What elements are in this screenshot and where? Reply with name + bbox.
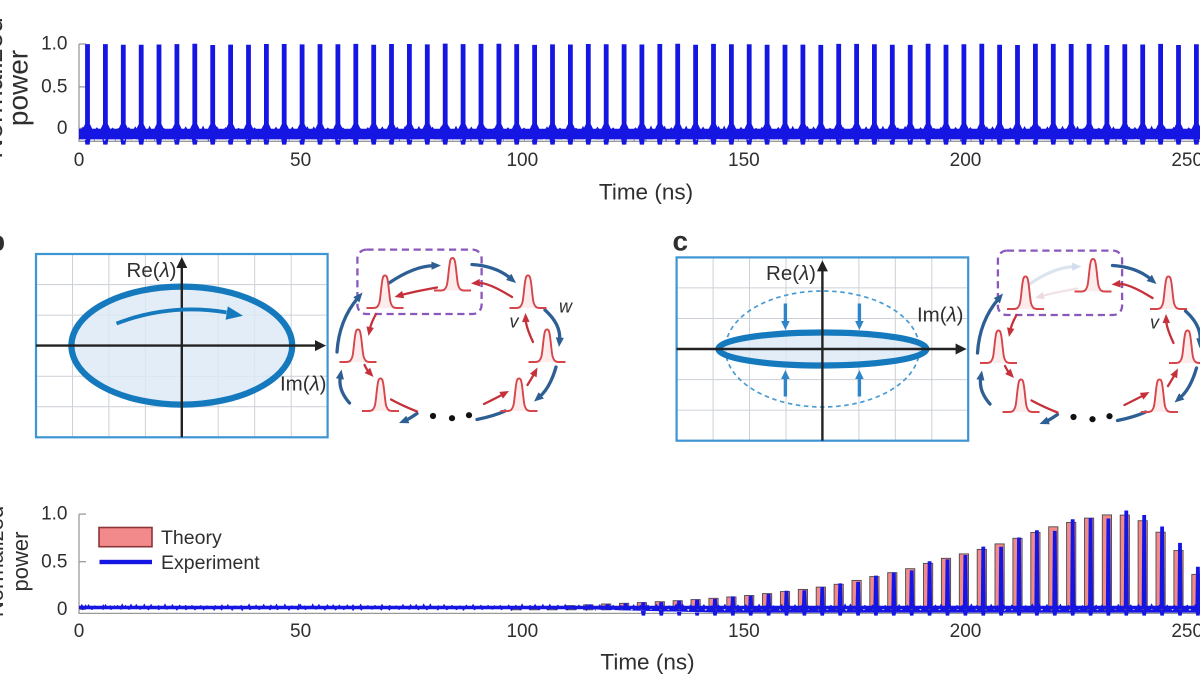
svg-text:Re(λ): Re(λ) — [766, 262, 816, 285]
svg-text:0.5: 0.5 — [41, 77, 67, 98]
svg-text:50: 50 — [290, 621, 311, 642]
svg-text:250: 250 — [1171, 150, 1200, 171]
svg-text:1.0: 1.0 — [41, 34, 67, 55]
svg-text:200: 200 — [950, 621, 982, 642]
svg-text:Experiment: Experiment — [161, 552, 260, 574]
svg-text:0.5: 0.5 — [41, 551, 67, 572]
svg-text:0: 0 — [57, 599, 68, 620]
svg-text:Im(λ): Im(λ) — [280, 373, 327, 396]
svg-text:0: 0 — [74, 621, 85, 642]
svg-text:0: 0 — [57, 118, 68, 139]
svg-text:c: c — [673, 226, 689, 257]
svg-text:Time (ns): Time (ns) — [600, 650, 694, 675]
svg-text:Time (ns): Time (ns) — [599, 180, 693, 205]
svg-text:Re(λ): Re(λ) — [127, 259, 177, 282]
svg-text:0: 0 — [74, 150, 85, 171]
svg-text:b: b — [0, 226, 5, 257]
svg-text:Normalized: Normalized — [0, 506, 8, 617]
svg-text:Im(λ): Im(λ) — [917, 304, 964, 327]
svg-text:power: power — [8, 532, 33, 592]
svg-text:50: 50 — [290, 150, 311, 171]
svg-text:100: 100 — [506, 621, 538, 642]
svg-text:150: 150 — [728, 150, 760, 171]
svg-text:150: 150 — [728, 621, 760, 642]
svg-text:Theory: Theory — [161, 527, 222, 549]
svg-text:100: 100 — [506, 150, 538, 171]
svg-text:power: power — [3, 50, 34, 126]
svg-text:250: 250 — [1171, 621, 1200, 642]
svg-text:v: v — [510, 312, 520, 332]
svg-text:200: 200 — [950, 150, 982, 171]
svg-text:1.0: 1.0 — [41, 504, 67, 525]
svg-text:v: v — [1150, 313, 1160, 333]
svg-text:Normalized: Normalized — [0, 17, 8, 159]
svg-text:w: w — [559, 297, 573, 317]
